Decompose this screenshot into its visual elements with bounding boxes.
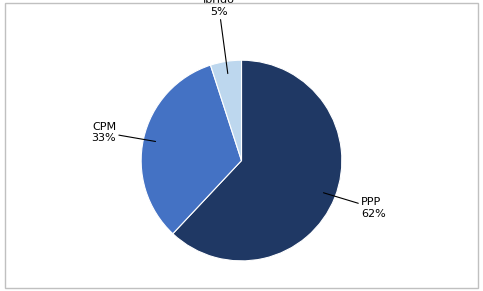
Wedge shape xyxy=(173,60,342,261)
Text: Ibrido
5%: Ibrido 5% xyxy=(203,0,235,74)
Text: PPP
62%: PPP 62% xyxy=(324,193,385,219)
Wedge shape xyxy=(211,60,242,161)
Text: CPM
33%: CPM 33% xyxy=(91,122,156,143)
Wedge shape xyxy=(141,65,242,234)
